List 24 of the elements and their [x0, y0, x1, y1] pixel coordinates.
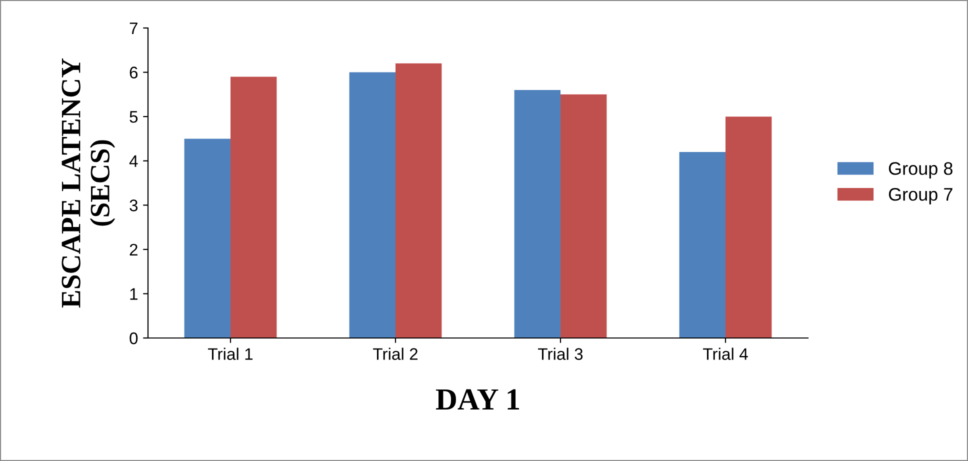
bar — [514, 90, 560, 338]
y-tick-label: 1 — [130, 288, 138, 300]
x-tick-label: Trial 1 — [208, 348, 253, 360]
x-axis-title: DAY 1 — [436, 389, 520, 410]
bar — [349, 72, 396, 338]
bar — [560, 94, 607, 338]
y-tick-label: 6 — [130, 66, 138, 78]
y-tick-label: 7 — [130, 22, 138, 34]
bar — [230, 76, 277, 338]
y-tick-label: 5 — [130, 111, 138, 123]
y-axis-title: ESCAPE LATENCY (SECS) — [62, 58, 116, 308]
x-tick-label: Trial 4 — [703, 348, 748, 360]
bar — [726, 116, 772, 338]
legend-label: Group 8 — [888, 162, 952, 178]
legend-label: Group 7 — [888, 188, 952, 204]
x-tick-label: Trial 2 — [373, 348, 418, 360]
y-tick-label: 3 — [130, 200, 138, 212]
y-tick-label: 0 — [130, 332, 138, 344]
bar — [679, 152, 726, 338]
bar — [184, 138, 230, 338]
y-tick-label: 2 — [130, 244, 138, 256]
bar — [396, 63, 442, 338]
y-tick-label: 4 — [129, 155, 138, 167]
x-tick-label: Trial 3 — [538, 348, 583, 360]
